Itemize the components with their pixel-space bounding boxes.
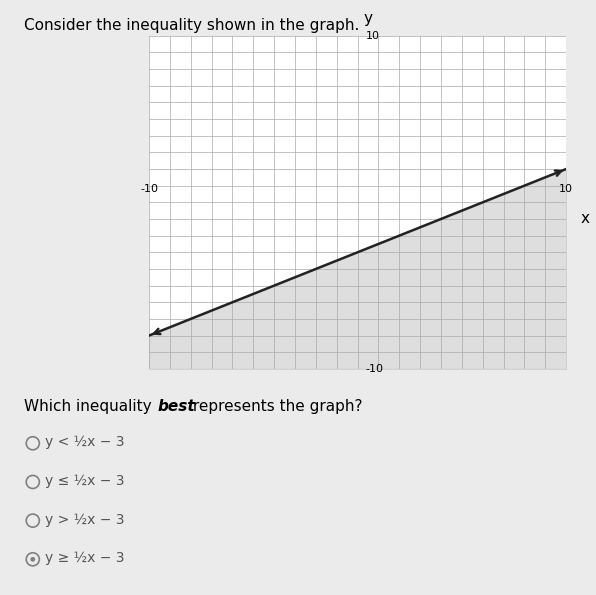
- Text: 10: 10: [559, 184, 573, 194]
- Text: y ≤ ½x − 3: y ≤ ½x − 3: [45, 474, 124, 488]
- Text: y > ½x − 3: y > ½x − 3: [45, 512, 124, 527]
- Text: -10: -10: [140, 184, 158, 194]
- Text: -10: -10: [366, 364, 384, 374]
- Text: best: best: [158, 399, 195, 414]
- Text: y: y: [364, 11, 373, 26]
- Text: y < ½x − 3: y < ½x − 3: [45, 435, 124, 449]
- Text: 10: 10: [366, 31, 380, 40]
- Text: Consider the inequality shown in the graph.: Consider the inequality shown in the gra…: [24, 18, 359, 33]
- Text: x: x: [581, 211, 590, 226]
- Text: represents the graph?: represents the graph?: [188, 399, 362, 414]
- Text: Which inequality: Which inequality: [24, 399, 156, 414]
- Text: y ≥ ½x − 3: y ≥ ½x − 3: [45, 551, 124, 565]
